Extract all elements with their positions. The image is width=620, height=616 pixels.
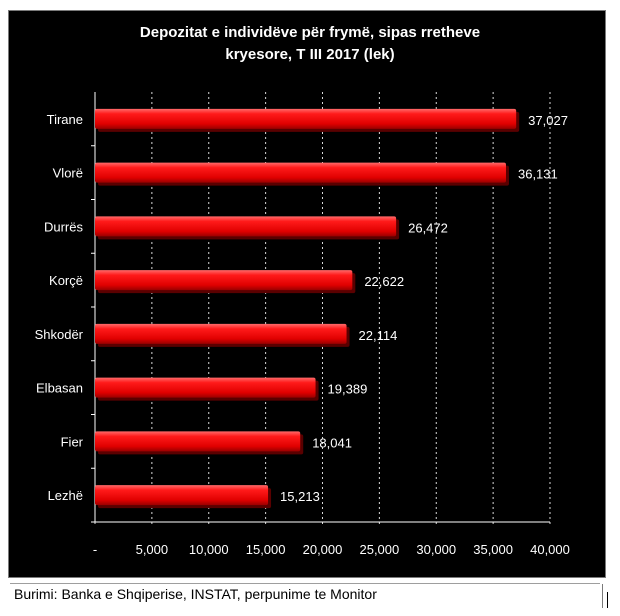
category-label: Tirane <box>47 112 83 127</box>
value-label: 37,027 <box>528 113 568 128</box>
value-label: 26,472 <box>408 220 448 235</box>
value-label: 22,622 <box>364 274 404 289</box>
text-cursor <box>607 592 608 608</box>
bar-durrës <box>95 216 397 237</box>
x-tick-label: - <box>93 542 97 557</box>
category-label: Korçë <box>49 273 83 288</box>
bars <box>95 108 520 509</box>
x-tick-label: 30,000 <box>416 542 456 557</box>
labels: - 5,000 10,000 15,000 20,000 25,000 30,000 35,0… <box>35 112 570 557</box>
source-note: Burimi: Banka e Shqiperise, INSTAT, perp… <box>10 583 600 606</box>
value-label: 18,041 <box>312 435 352 450</box>
value-label: 15,213 <box>280 489 320 504</box>
x-tick-label: 40,000 <box>530 542 570 557</box>
x-tick-label: 15,000 <box>246 542 286 557</box>
bar-shkodër <box>95 323 347 344</box>
bar-korçë <box>95 270 353 291</box>
x-tick-label: 25,000 <box>359 542 399 557</box>
chart-background <box>8 10 606 578</box>
bar-tirane <box>95 108 517 129</box>
chart-title: Depozitat e individëve për frymë, sipas … <box>0 22 620 66</box>
value-label: 19,389 <box>328 382 368 397</box>
x-tick-label: 10,000 <box>189 542 229 557</box>
category-label: Durrës <box>44 219 84 234</box>
value-label: 36,131 <box>518 167 558 182</box>
x-tick-label: 35,000 <box>473 542 513 557</box>
gridlines <box>91 92 551 526</box>
source-text: Burimi: Banka e Shqiperise, INSTAT, perp… <box>14 586 377 602</box>
bar-vlorë <box>95 162 506 183</box>
bar-fier <box>95 431 301 452</box>
category-label: Shkodër <box>35 327 84 342</box>
bar-elbasan <box>95 377 316 398</box>
chart-title-line-1: Depozitat e individëve për frymë, sipas … <box>139 24 481 41</box>
category-label: Lezhë <box>48 488 83 503</box>
chart-title-line-2: kryesore, T III 2017 (lek) <box>225 46 395 63</box>
category-label: Elbasan <box>36 381 83 396</box>
source-divider <box>602 584 603 608</box>
x-tick-label: 5,000 <box>136 542 169 557</box>
x-tick-label: 20,000 <box>303 542 343 557</box>
bar-lezhë <box>95 485 269 506</box>
category-label: Fier <box>61 434 84 449</box>
category-label: Vlorë <box>53 166 83 181</box>
value-label: 22,114 <box>359 328 398 343</box>
